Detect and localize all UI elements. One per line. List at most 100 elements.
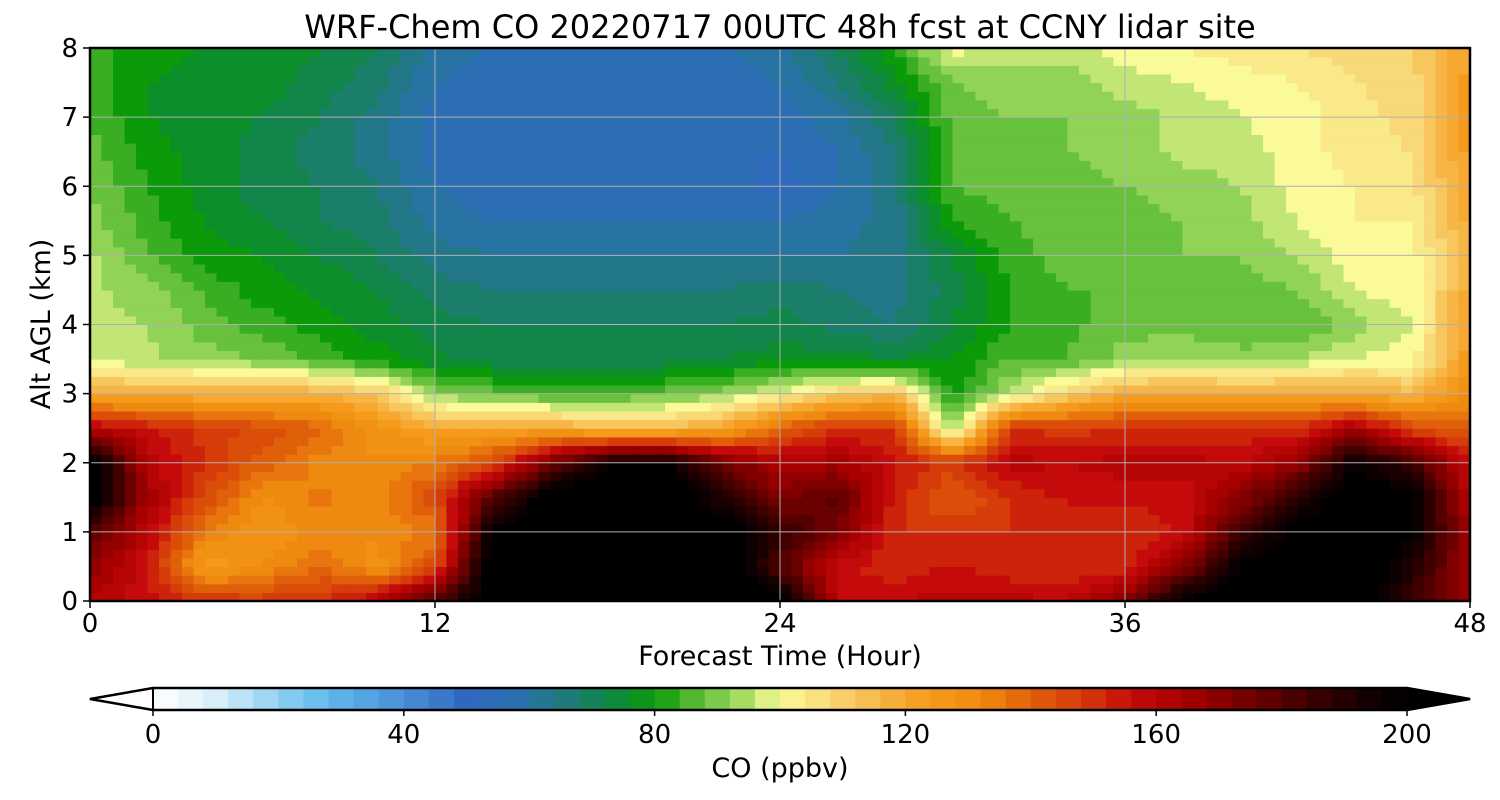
heatmap-cell	[159, 298, 172, 308]
heatmap-cell	[1401, 341, 1414, 352]
heatmap-cell	[113, 307, 126, 317]
heatmap-cell	[1194, 298, 1207, 308]
heatmap-cell	[1447, 307, 1460, 317]
heatmap-cell	[596, 246, 609, 256]
heatmap-cell	[550, 531, 563, 542]
heatmap-cell	[895, 549, 908, 559]
heatmap-cell	[998, 350, 1011, 360]
heatmap-cell	[297, 480, 310, 490]
heatmap-cell	[297, 462, 310, 472]
heatmap-cell	[446, 246, 459, 256]
heatmap-cell	[780, 497, 793, 507]
heatmap-cell	[642, 480, 655, 490]
heatmap-cell	[1033, 462, 1046, 472]
heatmap-cell	[619, 264, 632, 274]
heatmap-cell	[1435, 359, 1448, 369]
heatmap-cell	[722, 523, 735, 533]
heatmap-cell	[492, 488, 505, 498]
heatmap-cell	[1286, 566, 1299, 576]
heatmap-cell	[803, 505, 816, 516]
heatmap-cell	[1343, 488, 1356, 498]
heatmap-cell	[1125, 523, 1138, 533]
heatmap-cell	[113, 341, 126, 352]
heatmap-cell	[538, 462, 551, 472]
heatmap-cell	[136, 592, 149, 601]
heatmap-cell	[849, 384, 862, 395]
heatmap-cell	[331, 289, 344, 300]
heatmap-cell	[1148, 583, 1161, 593]
heatmap-cell	[1125, 488, 1138, 498]
heatmap-cell	[803, 523, 816, 533]
heatmap-cell	[1102, 428, 1115, 438]
heatmap-cell	[354, 333, 367, 343]
heatmap-cell	[1389, 350, 1402, 360]
heatmap-cell	[1297, 428, 1310, 438]
heatmap-cell	[1458, 255, 1470, 265]
heatmap-cell	[1412, 298, 1425, 308]
heatmap-cell	[607, 255, 620, 265]
heatmap-cell	[607, 307, 620, 317]
heatmap-cell	[274, 445, 287, 455]
heatmap-cell	[515, 272, 528, 282]
heatmap-cell	[665, 445, 678, 455]
heatmap-cell	[377, 566, 390, 576]
heatmap-cell	[1194, 592, 1207, 601]
heatmap-cell	[849, 514, 862, 524]
heatmap-cell	[561, 359, 574, 369]
heatmap-cell	[918, 350, 931, 360]
heatmap-cell	[596, 255, 609, 265]
heatmap-cell	[377, 246, 390, 256]
heatmap-cell	[1194, 531, 1207, 542]
heatmap-cell	[205, 410, 218, 421]
heatmap-cell	[1274, 410, 1287, 421]
heatmap-cell	[964, 341, 977, 352]
heatmap-cell	[343, 281, 356, 291]
heatmap-cell	[883, 359, 896, 369]
heatmap-cell	[1090, 436, 1103, 447]
heatmap-cell	[653, 238, 666, 248]
heatmap-cell	[814, 445, 827, 455]
heatmap-cell	[113, 298, 126, 308]
heatmap-cell	[722, 480, 735, 490]
heatmap-cell	[90, 575, 103, 585]
heatmap-cell	[1251, 514, 1264, 524]
heatmap-cell	[170, 462, 183, 472]
heatmap-cell	[1159, 505, 1172, 516]
heatmap-cell	[757, 557, 770, 568]
heatmap-cell	[665, 341, 678, 352]
heatmap-cell	[124, 376, 137, 386]
heatmap-cell	[688, 333, 701, 343]
heatmap-cell	[1309, 255, 1322, 265]
heatmap-cell	[745, 445, 758, 455]
heatmap-cell	[1194, 281, 1207, 291]
heatmap-cell	[573, 540, 586, 550]
heatmap-cell	[906, 341, 919, 352]
heatmap-cell	[515, 367, 528, 377]
heatmap-cell	[665, 376, 678, 386]
heatmap-cell	[1067, 402, 1080, 412]
heatmap-cell	[297, 359, 310, 369]
heatmap-cell	[458, 289, 471, 300]
heatmap-cell	[1389, 289, 1402, 300]
heatmap-cell	[872, 246, 885, 256]
heatmap-cell	[688, 419, 701, 429]
heatmap-cell	[285, 298, 298, 308]
heatmap-cell	[1217, 341, 1230, 352]
heatmap-cell	[952, 592, 965, 601]
heatmap-cell	[1205, 289, 1218, 300]
heatmap-cell	[377, 436, 390, 447]
heatmap-cell	[1148, 540, 1161, 550]
heatmap-cell	[320, 246, 333, 256]
heatmap-cell	[377, 575, 390, 585]
heatmap-cell	[1217, 315, 1230, 326]
heatmap-cell	[1205, 445, 1218, 455]
heatmap-cell	[377, 583, 390, 593]
heatmap-cell	[849, 557, 862, 568]
heatmap-cell	[239, 350, 252, 360]
heatmap-cell	[1389, 471, 1402, 481]
heatmap-cell	[676, 281, 689, 291]
heatmap-cell	[159, 480, 172, 490]
heatmap-cell	[481, 315, 494, 326]
heatmap-cell	[1217, 549, 1230, 559]
heatmap-cell	[1297, 281, 1310, 291]
